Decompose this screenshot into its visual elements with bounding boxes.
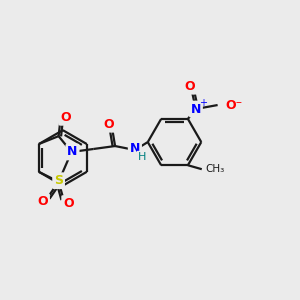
Text: H: H [138, 152, 146, 162]
Text: N: N [190, 103, 201, 116]
Text: CH₃: CH₃ [206, 164, 225, 174]
Text: N: N [130, 142, 140, 154]
Text: O: O [38, 195, 48, 208]
Text: O: O [63, 197, 74, 210]
Text: +: + [199, 98, 207, 108]
Text: O: O [104, 118, 114, 131]
Text: O: O [184, 80, 195, 93]
Text: O⁻: O⁻ [226, 98, 243, 112]
Text: O: O [60, 111, 71, 124]
Text: S: S [54, 174, 63, 187]
Text: N: N [67, 146, 78, 158]
